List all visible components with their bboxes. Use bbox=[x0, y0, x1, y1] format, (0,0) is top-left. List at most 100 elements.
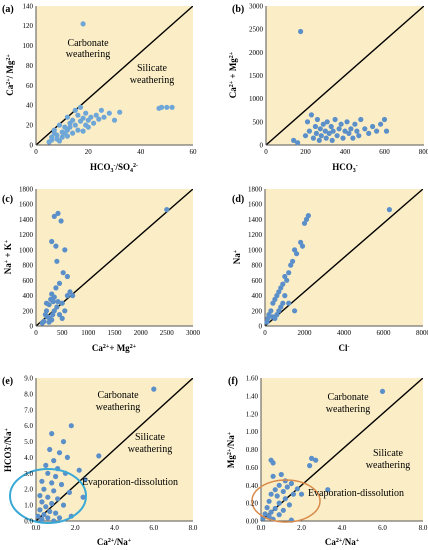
panel-b-data-point bbox=[346, 130, 352, 136]
panel-c-data-point bbox=[59, 300, 65, 306]
panel-c-y-tick: 0 bbox=[30, 323, 34, 331]
panel-e-x-tick: 2.0 bbox=[71, 524, 80, 532]
panel-a-data-point bbox=[98, 107, 104, 113]
panel-e-data-point bbox=[51, 458, 57, 464]
panel-f-data-point bbox=[325, 487, 331, 493]
panel-d-data-point bbox=[276, 308, 282, 314]
panel-a-y-tick: 80 bbox=[26, 62, 34, 70]
panel-e-y-tick: 3.0 bbox=[24, 470, 33, 478]
panel-e-y-tick: 0.0 bbox=[24, 518, 33, 526]
panel-b-x-axis-title: HCO3- bbox=[332, 162, 358, 174]
panel-b-points bbox=[291, 28, 390, 146]
panel-a-data-point bbox=[51, 127, 57, 133]
panel-e-annotation-carbonate: Carbonate bbox=[97, 390, 139, 401]
panel-a-y-axis-title: Ca2+/ Mg2+ bbox=[5, 54, 15, 96]
panel-f-y-tick: 1.20 bbox=[246, 410, 259, 418]
panel-f-x-ticks: 0.0 2.0 4.0 6.0 8.0 bbox=[257, 524, 428, 532]
panel-a-data-point bbox=[75, 112, 81, 118]
panel-a-data-point bbox=[85, 124, 91, 130]
panel-f-x-tick: 6.0 bbox=[378, 524, 387, 532]
panel-d-y-tick: 600 bbox=[252, 277, 263, 285]
panel-e-data-point bbox=[49, 431, 55, 437]
panel-b-data-point bbox=[354, 128, 360, 134]
panel-d-x-tick: 2000 bbox=[298, 329, 313, 337]
panel-c-data-point bbox=[62, 308, 68, 314]
panel-e-data-point bbox=[39, 516, 45, 523]
panel-e-data-point bbox=[49, 480, 55, 486]
panel-c-y-tick: 1400 bbox=[19, 216, 34, 224]
panel-e-y-tick: 4.0 bbox=[24, 454, 33, 462]
panel-b-data-point bbox=[383, 128, 390, 134]
panel-f-reference-line bbox=[261, 378, 423, 521]
panel-b-data-point bbox=[326, 130, 332, 136]
panel-f-data-point bbox=[272, 505, 278, 512]
panel-a-data-point bbox=[106, 110, 112, 116]
panel-b-y-ticks: 0 500 1000 1500 2000 2500 3000 bbox=[249, 3, 264, 150]
panel-e-annotation-evaporation: Evaporation-dissolution bbox=[82, 477, 178, 488]
panel-e-y-tick: 1.0 bbox=[24, 502, 33, 510]
panel-a-data-point bbox=[91, 120, 97, 126]
panel-c-y-tick: 600 bbox=[23, 277, 34, 285]
panel-e-data-point bbox=[43, 504, 49, 510]
panel-a-data-point bbox=[70, 130, 76, 136]
panel-a-data-point bbox=[80, 115, 86, 121]
panel-a-annotation-silicate-2: weathering bbox=[130, 75, 174, 86]
panel-a-y-tick: 140 bbox=[23, 3, 34, 11]
panel-b-data-point bbox=[378, 121, 384, 127]
panel-a-data-point bbox=[111, 117, 118, 123]
panel-f-data-point bbox=[262, 511, 268, 517]
panel-b-data-point bbox=[352, 121, 358, 127]
panel-d-x-axis-title: Cl- bbox=[339, 343, 350, 353]
panel-e-data-point bbox=[47, 508, 53, 515]
panel-b-data-point bbox=[330, 128, 336, 134]
panel-b-data-point bbox=[312, 123, 318, 130]
panel-e-highlight-circle bbox=[9, 468, 87, 524]
panel-d-data-point bbox=[264, 319, 270, 325]
panel-b-data-point bbox=[332, 116, 338, 123]
panel-b-y-tick: 1500 bbox=[249, 72, 264, 80]
panel-b-data-point bbox=[329, 137, 335, 143]
panel-a-x-ticks: 0 20 40 60 bbox=[34, 148, 197, 156]
panel-f-data-point bbox=[264, 505, 270, 511]
panel-c-data-point bbox=[53, 243, 59, 249]
panel-c-x-tick: 0 bbox=[34, 329, 38, 337]
panel-a-data-point bbox=[77, 104, 84, 110]
panel-a-data-point bbox=[164, 104, 170, 110]
panel-e-data-point bbox=[45, 494, 51, 500]
panel-c-y-tick: 1600 bbox=[19, 201, 34, 209]
panel-b-x-tick: 800 bbox=[419, 148, 428, 156]
panel-e-x-tick: 4.0 bbox=[110, 524, 119, 532]
panel-c-data-point bbox=[55, 210, 61, 216]
panel-e-data-point bbox=[96, 453, 102, 459]
panel-f: (f) Carbonate weathering Silicate weathe… bbox=[226, 375, 428, 548]
panel-a-x-axis-title: HCO3-/SO42- bbox=[90, 162, 138, 174]
panel-e-data-point bbox=[43, 462, 49, 468]
panel-f-data-point bbox=[266, 513, 272, 520]
panel-a-data-point bbox=[56, 122, 63, 128]
panel-a-data-point bbox=[169, 104, 175, 110]
panel-b-data-point bbox=[295, 140, 301, 146]
panel-d-data-point bbox=[292, 308, 298, 314]
panel-b-x-tick: 600 bbox=[379, 148, 390, 156]
panel-e-data-point bbox=[45, 515, 51, 521]
panel-b-data-point bbox=[317, 126, 323, 132]
panel-b-data-point bbox=[322, 128, 328, 134]
panel-b-ref-line-group bbox=[266, 6, 424, 145]
panel-e-label: (e) bbox=[2, 376, 13, 387]
panel-e-data-point bbox=[41, 511, 47, 518]
panel-b-x-tick: 400 bbox=[340, 148, 351, 156]
panel-b-data-point bbox=[348, 126, 354, 132]
panel-e-annotation-silicate-2: weathering bbox=[128, 444, 172, 455]
panel-a-data-point bbox=[59, 134, 65, 140]
panel-f-y-tick: 1.00 bbox=[246, 428, 259, 436]
panel-d-data-point bbox=[278, 285, 284, 291]
panel-f-data-point bbox=[268, 509, 274, 515]
panel-d-y-tick: 400 bbox=[252, 292, 263, 300]
panel-b-data-point bbox=[320, 121, 326, 127]
panel-c-y-tick: 1200 bbox=[19, 231, 34, 239]
panel-c-y-tick: 800 bbox=[23, 262, 34, 270]
panel-a-data-point bbox=[64, 114, 70, 120]
panel-e-data-point bbox=[66, 489, 72, 495]
